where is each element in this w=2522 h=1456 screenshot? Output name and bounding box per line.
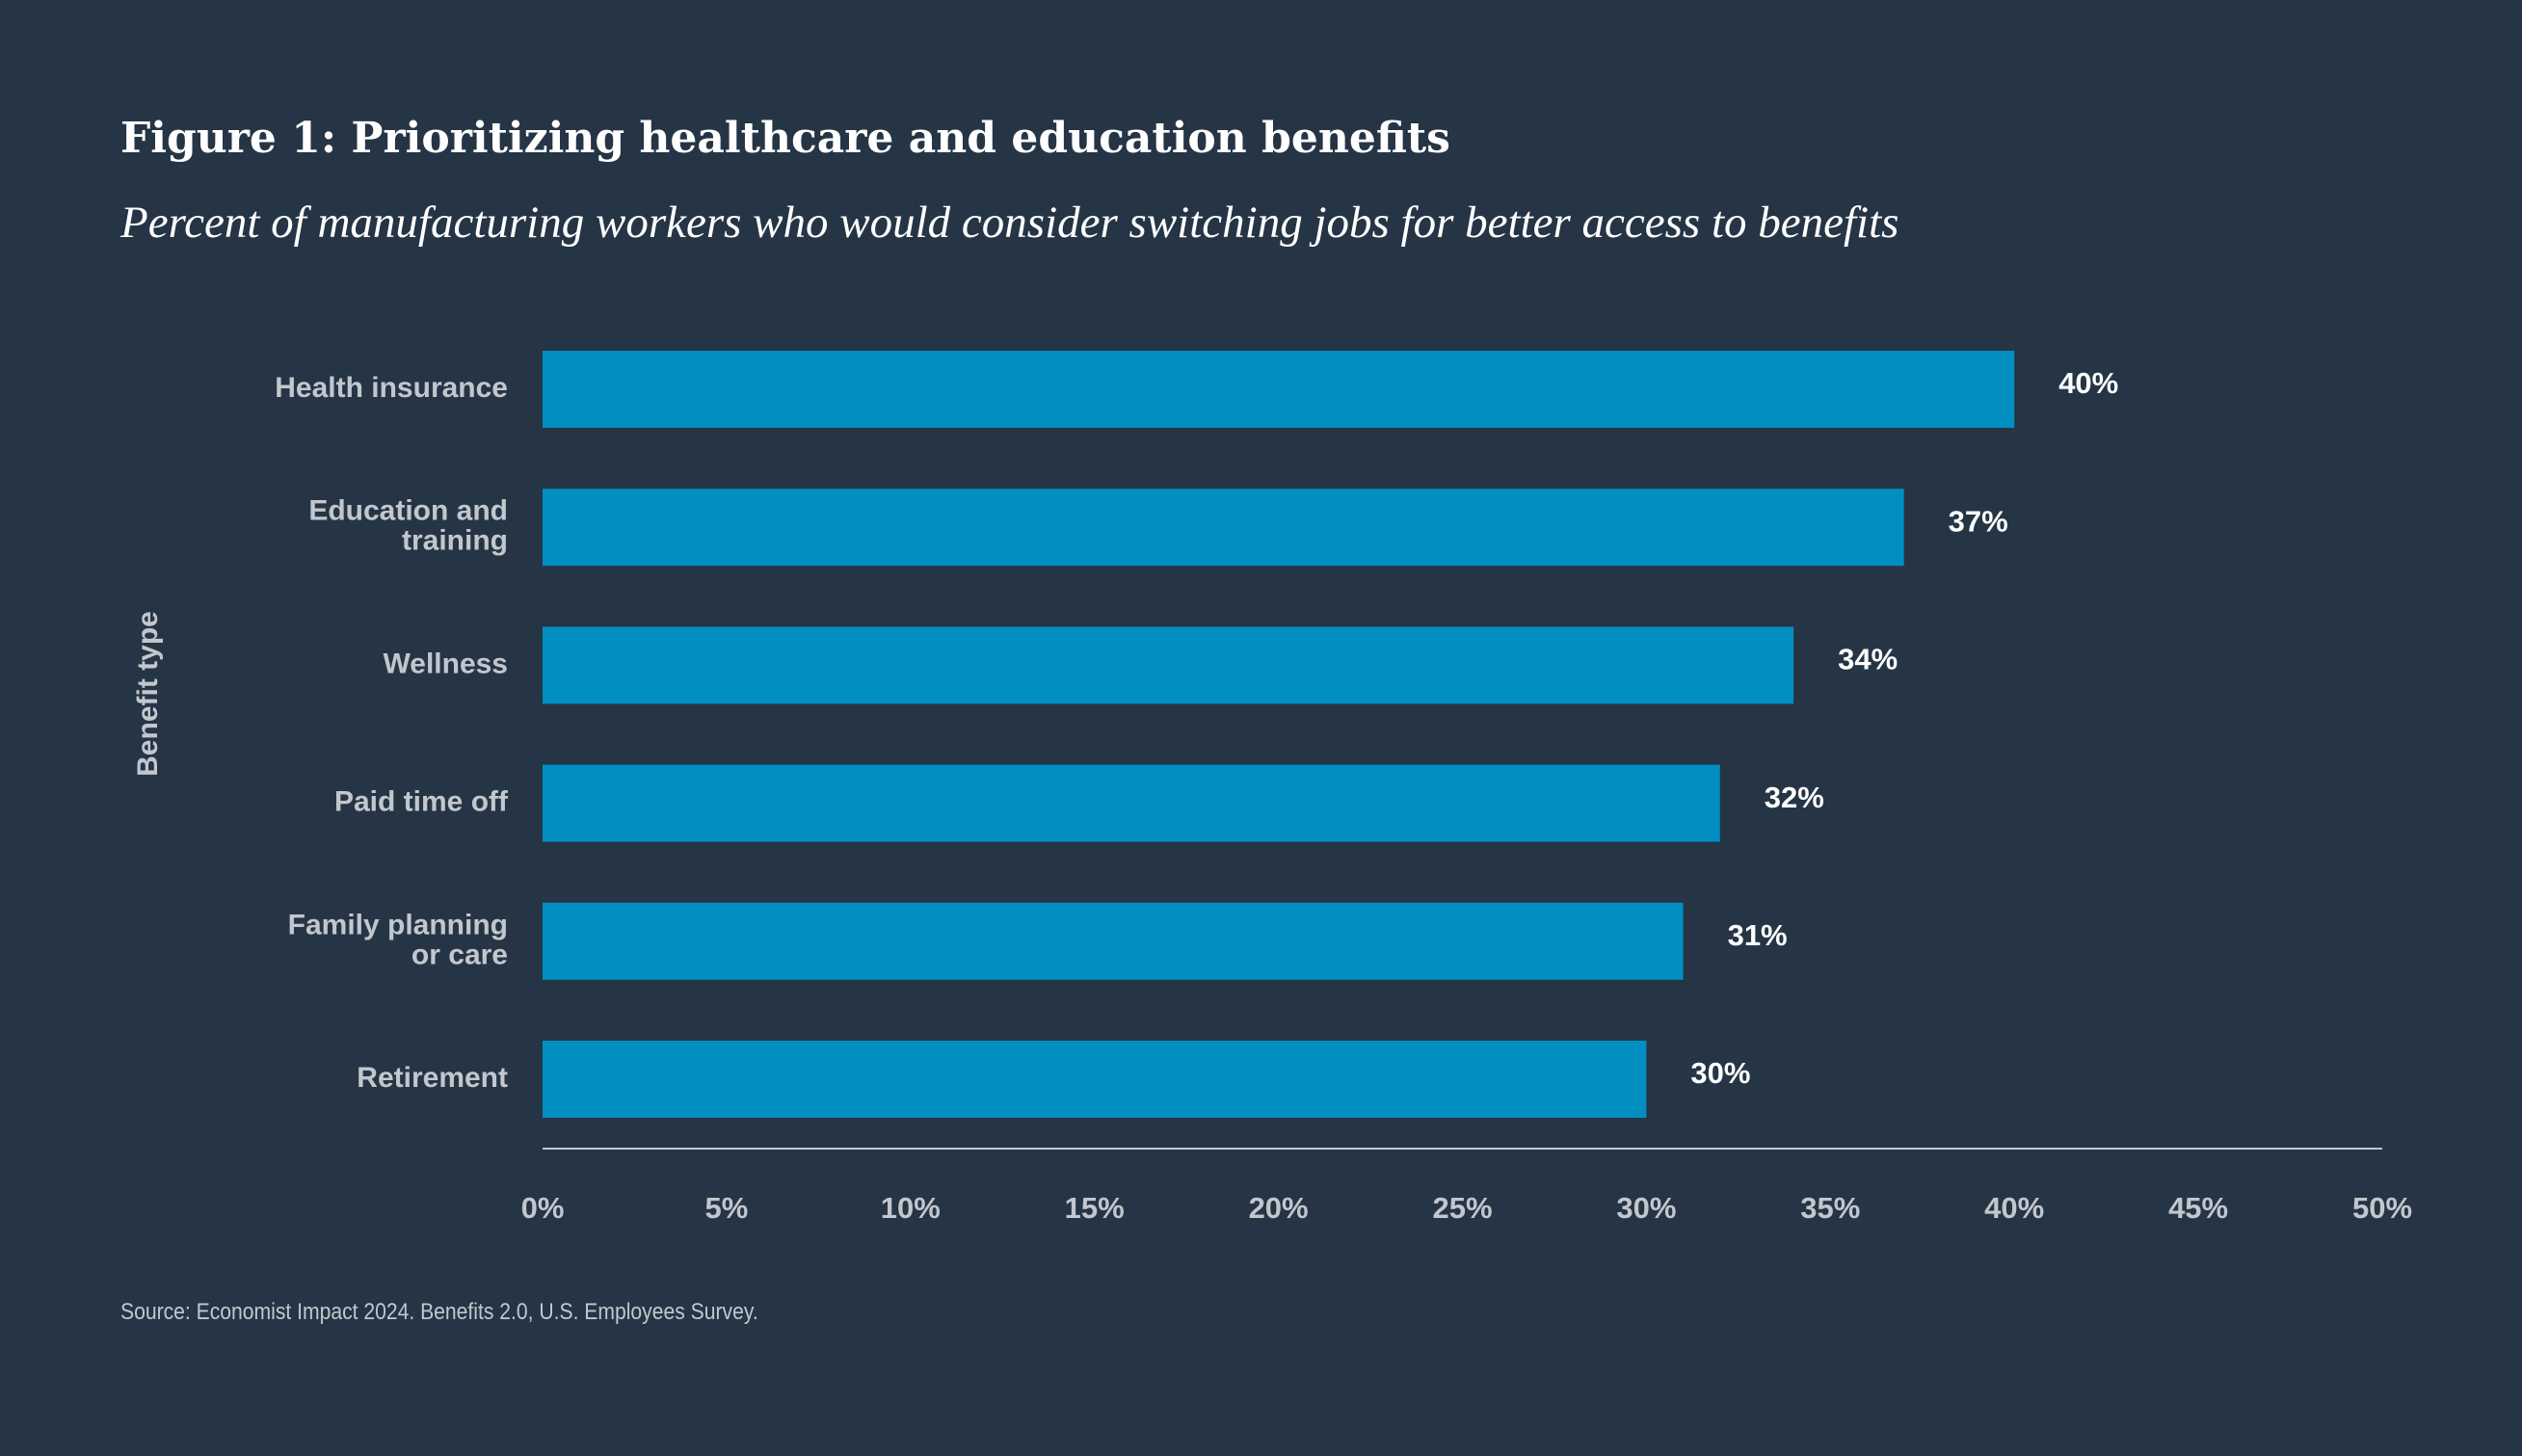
- category-label: Family planning or care: [288, 909, 508, 970]
- x-tick-label: 20%: [1249, 1191, 1309, 1225]
- bar-value-label: 40%: [2058, 366, 2118, 400]
- x-tick-label: 30%: [1616, 1191, 1676, 1225]
- bar: [543, 764, 1720, 842]
- category-label: Paid time off: [334, 786, 509, 818]
- bar-value-label: 34%: [1838, 643, 1898, 676]
- category-label: Retirement: [357, 1062, 508, 1094]
- category-label: Education and training: [308, 495, 508, 557]
- x-tick-label: 35%: [1800, 1191, 1860, 1225]
- bar-value-label: 30%: [1690, 1056, 1750, 1090]
- x-tick-label: 10%: [881, 1191, 941, 1225]
- bar: [543, 626, 1794, 704]
- source-note: Source: Economist Impact 2024. Benefits …: [120, 1299, 758, 1325]
- x-tick-label: 5%: [704, 1191, 748, 1225]
- x-tick-label: 50%: [2352, 1191, 2412, 1225]
- bar-value-label: 32%: [1765, 781, 1824, 814]
- x-tick-label: 40%: [1984, 1191, 2044, 1225]
- bar: [543, 489, 1904, 567]
- y-axis-title: Benefit type: [132, 611, 164, 777]
- x-tick-label: 25%: [1432, 1191, 1492, 1225]
- category-label: Health insurance: [275, 372, 508, 404]
- bar: [543, 1041, 1647, 1118]
- x-tick-label: 15%: [1065, 1191, 1125, 1225]
- bar-value-label: 37%: [1949, 504, 2008, 538]
- figure-title: Figure 1: Prioritizing healthcare and ed…: [120, 114, 1450, 163]
- figure-subtitle: Percent of manufacturing workers who wou…: [120, 198, 1899, 248]
- bar-value-label: 31%: [1728, 918, 1788, 952]
- bar: [543, 902, 1684, 980]
- x-tick-label: 0%: [521, 1191, 565, 1225]
- category-label: Wellness: [383, 648, 508, 679]
- x-tick-label: 45%: [2168, 1191, 2228, 1225]
- bar: [543, 351, 2015, 428]
